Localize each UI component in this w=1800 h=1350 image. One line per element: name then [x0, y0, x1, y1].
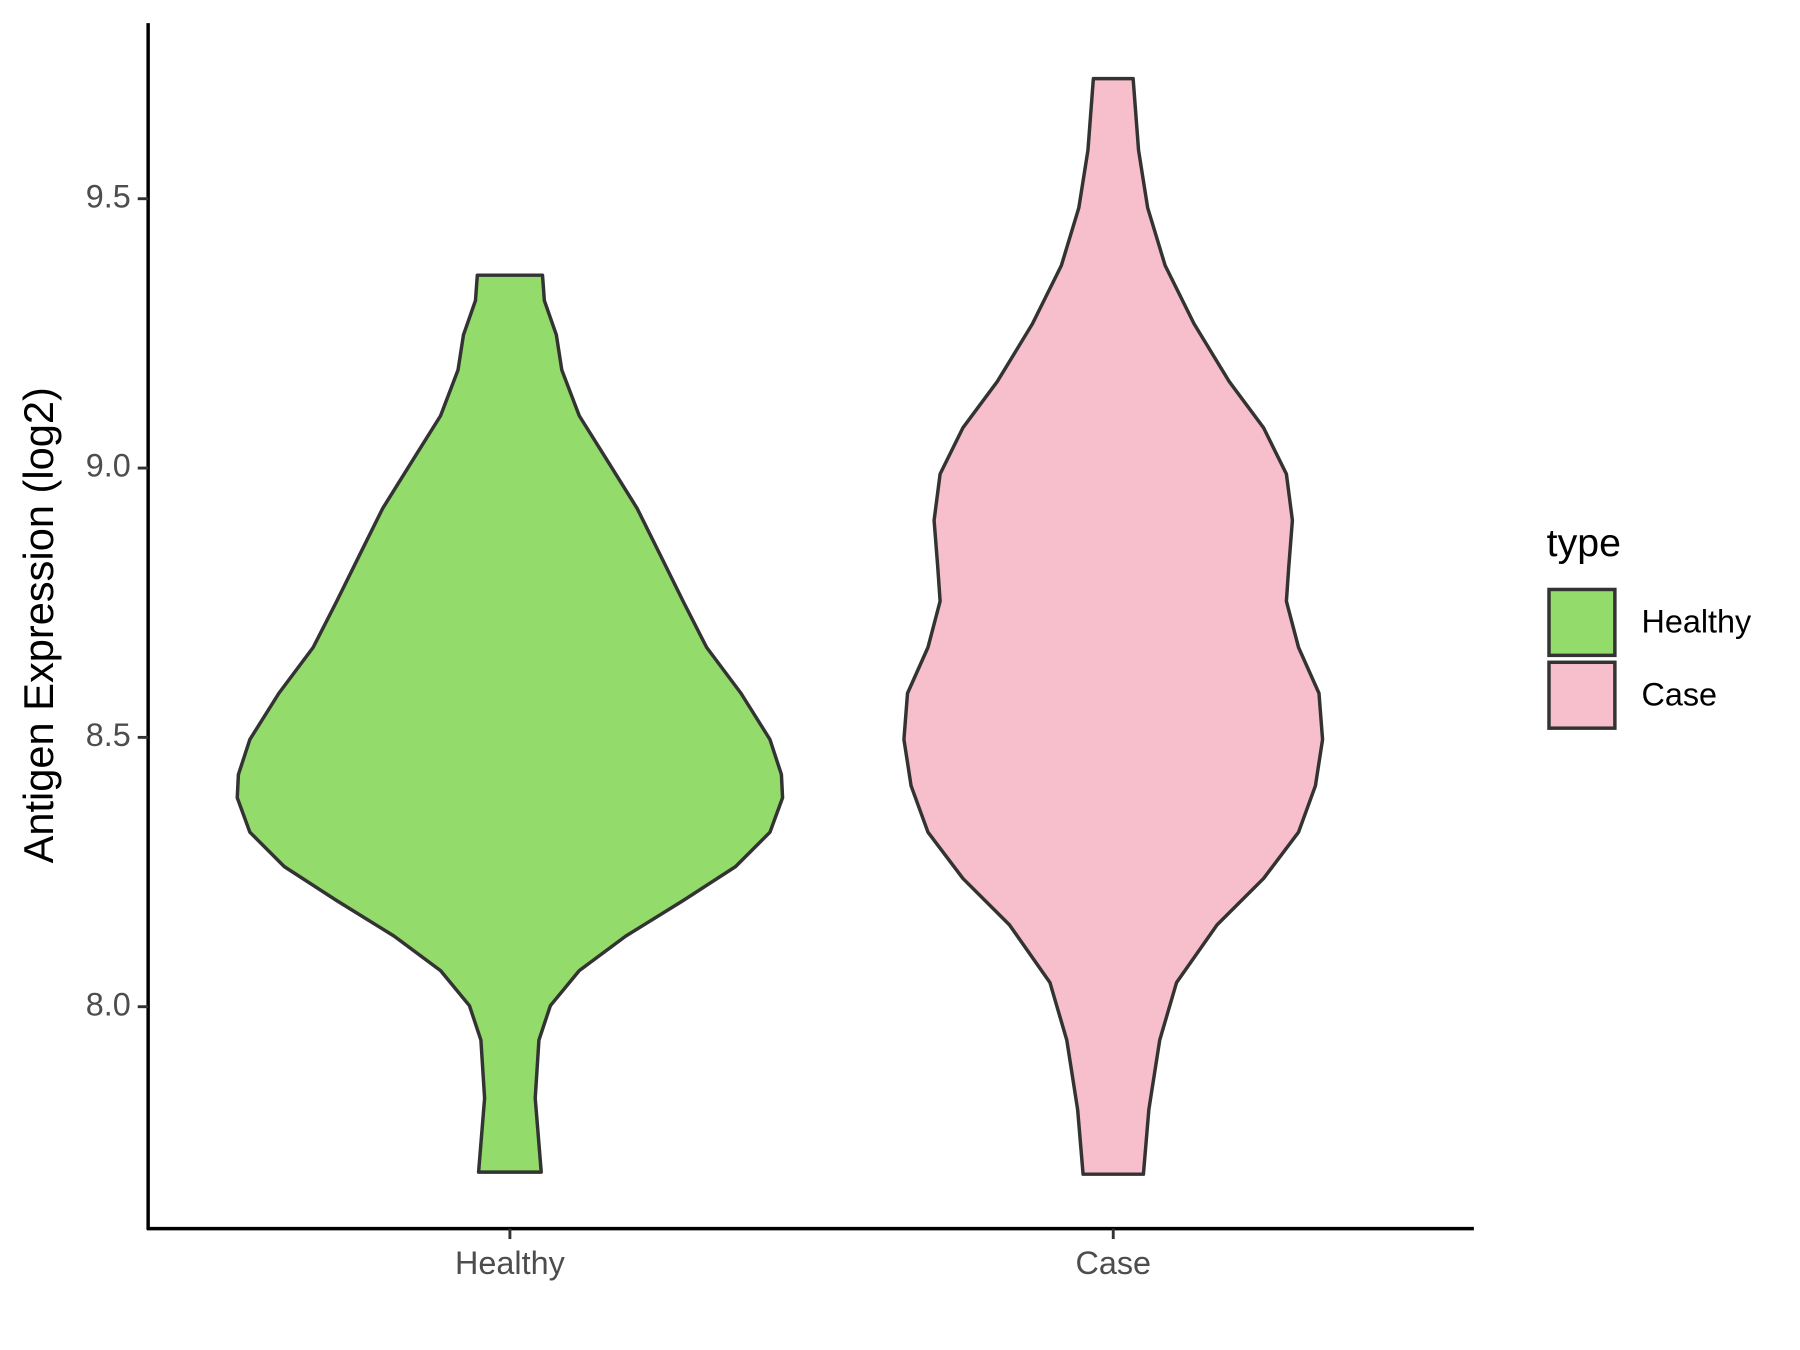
- legend-swatch: [1547, 587, 1617, 658]
- y-tick-label: 8.5: [86, 717, 131, 753]
- y-axis-title: Antigen Expression (log2): [15, 387, 62, 863]
- legend-label: Healthy: [1641, 604, 1752, 640]
- legend-swatch: [1547, 660, 1617, 730]
- y-tick-label: 9.0: [86, 448, 131, 484]
- violin: [235, 273, 785, 1174]
- y-tick-label: 9.5: [86, 178, 131, 214]
- x-tick-label: Case: [1075, 1245, 1151, 1281]
- x-tick-label: Healthy: [455, 1245, 566, 1281]
- legend-label: Case: [1641, 677, 1717, 713]
- legend-title: type: [1547, 521, 1621, 565]
- y-tick-label: 8.0: [86, 986, 131, 1022]
- violin: [902, 76, 1325, 1176]
